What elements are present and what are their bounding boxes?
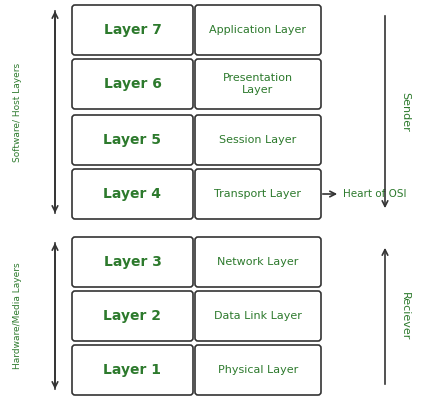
- Text: Application Layer: Application Layer: [209, 25, 306, 35]
- Text: Data Link Layer: Data Link Layer: [214, 311, 301, 321]
- Text: Sender: Sender: [399, 92, 409, 132]
- Text: Layer 3: Layer 3: [103, 255, 161, 269]
- FancyBboxPatch shape: [194, 169, 320, 219]
- Text: Layer 1: Layer 1: [103, 363, 161, 377]
- FancyBboxPatch shape: [194, 237, 320, 287]
- FancyBboxPatch shape: [194, 59, 320, 109]
- Text: Heart of OSI: Heart of OSI: [342, 189, 405, 199]
- FancyBboxPatch shape: [72, 115, 193, 165]
- FancyBboxPatch shape: [72, 59, 193, 109]
- FancyBboxPatch shape: [194, 291, 320, 341]
- Text: Physical Layer: Physical Layer: [218, 365, 298, 375]
- FancyBboxPatch shape: [72, 345, 193, 395]
- Text: Software/ Host Layers: Software/ Host Layers: [13, 62, 22, 162]
- Text: Transport Layer: Transport Layer: [214, 189, 301, 199]
- Text: Layer 6: Layer 6: [103, 77, 161, 91]
- FancyBboxPatch shape: [72, 5, 193, 55]
- FancyBboxPatch shape: [194, 345, 320, 395]
- Text: Session Layer: Session Layer: [219, 135, 296, 145]
- Text: Presentation
Layer: Presentation Layer: [222, 73, 292, 95]
- FancyBboxPatch shape: [194, 115, 320, 165]
- Text: Hardware/Media Layers: Hardware/Media Layers: [13, 263, 22, 369]
- Text: Reciever: Reciever: [399, 292, 409, 340]
- Text: Network Layer: Network Layer: [217, 257, 298, 267]
- FancyBboxPatch shape: [72, 237, 193, 287]
- Text: Layer 7: Layer 7: [103, 23, 161, 37]
- Text: Layer 5: Layer 5: [103, 133, 161, 147]
- FancyBboxPatch shape: [194, 5, 320, 55]
- FancyBboxPatch shape: [72, 291, 193, 341]
- Text: Layer 2: Layer 2: [103, 309, 161, 323]
- Text: Layer 4: Layer 4: [103, 187, 161, 201]
- FancyBboxPatch shape: [72, 169, 193, 219]
